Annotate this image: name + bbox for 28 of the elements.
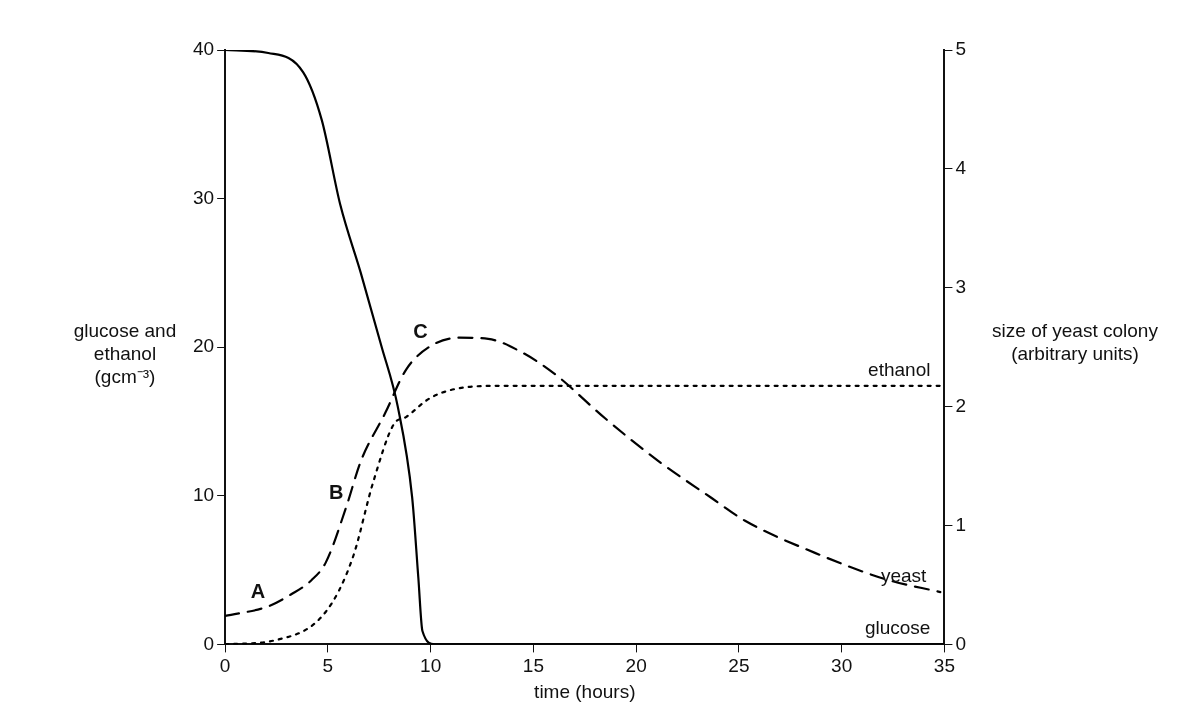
x-axis-title: time (hours): [534, 680, 636, 702]
y2-tick-label: 2: [955, 394, 967, 416]
annotation: A: [250, 580, 266, 603]
y2-tick-label: 3: [955, 275, 967, 297]
y2-tick-label: 5: [955, 38, 967, 60]
x-tick-label: 10: [420, 655, 442, 677]
annotation: C: [413, 320, 428, 343]
y2-tick-label: 4: [955, 157, 967, 179]
x-tick-label: 20: [625, 655, 647, 677]
y-tick-label: 40: [192, 38, 215, 60]
y2-tick-label: 0: [955, 632, 967, 654]
y2-tick-label: 1: [955, 513, 967, 535]
y-tick-label: 30: [192, 186, 215, 208]
x-tick-label: 5: [322, 655, 334, 677]
y-tick-label: 0: [203, 632, 215, 654]
x-tick-label: 15: [522, 655, 544, 677]
series-label: ethanol: [868, 358, 931, 380]
y-axis-title: glucose and ethanol (gcm⁻³): [72, 320, 178, 389]
x-tick-label: 25: [728, 655, 750, 677]
series-label: yeast: [880, 564, 928, 586]
y-tick-label: 10: [192, 484, 215, 506]
x-tick-label: 0: [219, 655, 231, 677]
x-tick-label: 30: [831, 655, 853, 677]
series-label: glucose: [864, 617, 931, 639]
y-tick-label: 20: [192, 335, 215, 357]
annotation: B: [328, 480, 344, 503]
y2-axis-title: size of yeast colony (arbitrary units): [991, 320, 1159, 366]
x-tick-label: 35: [933, 655, 955, 677]
